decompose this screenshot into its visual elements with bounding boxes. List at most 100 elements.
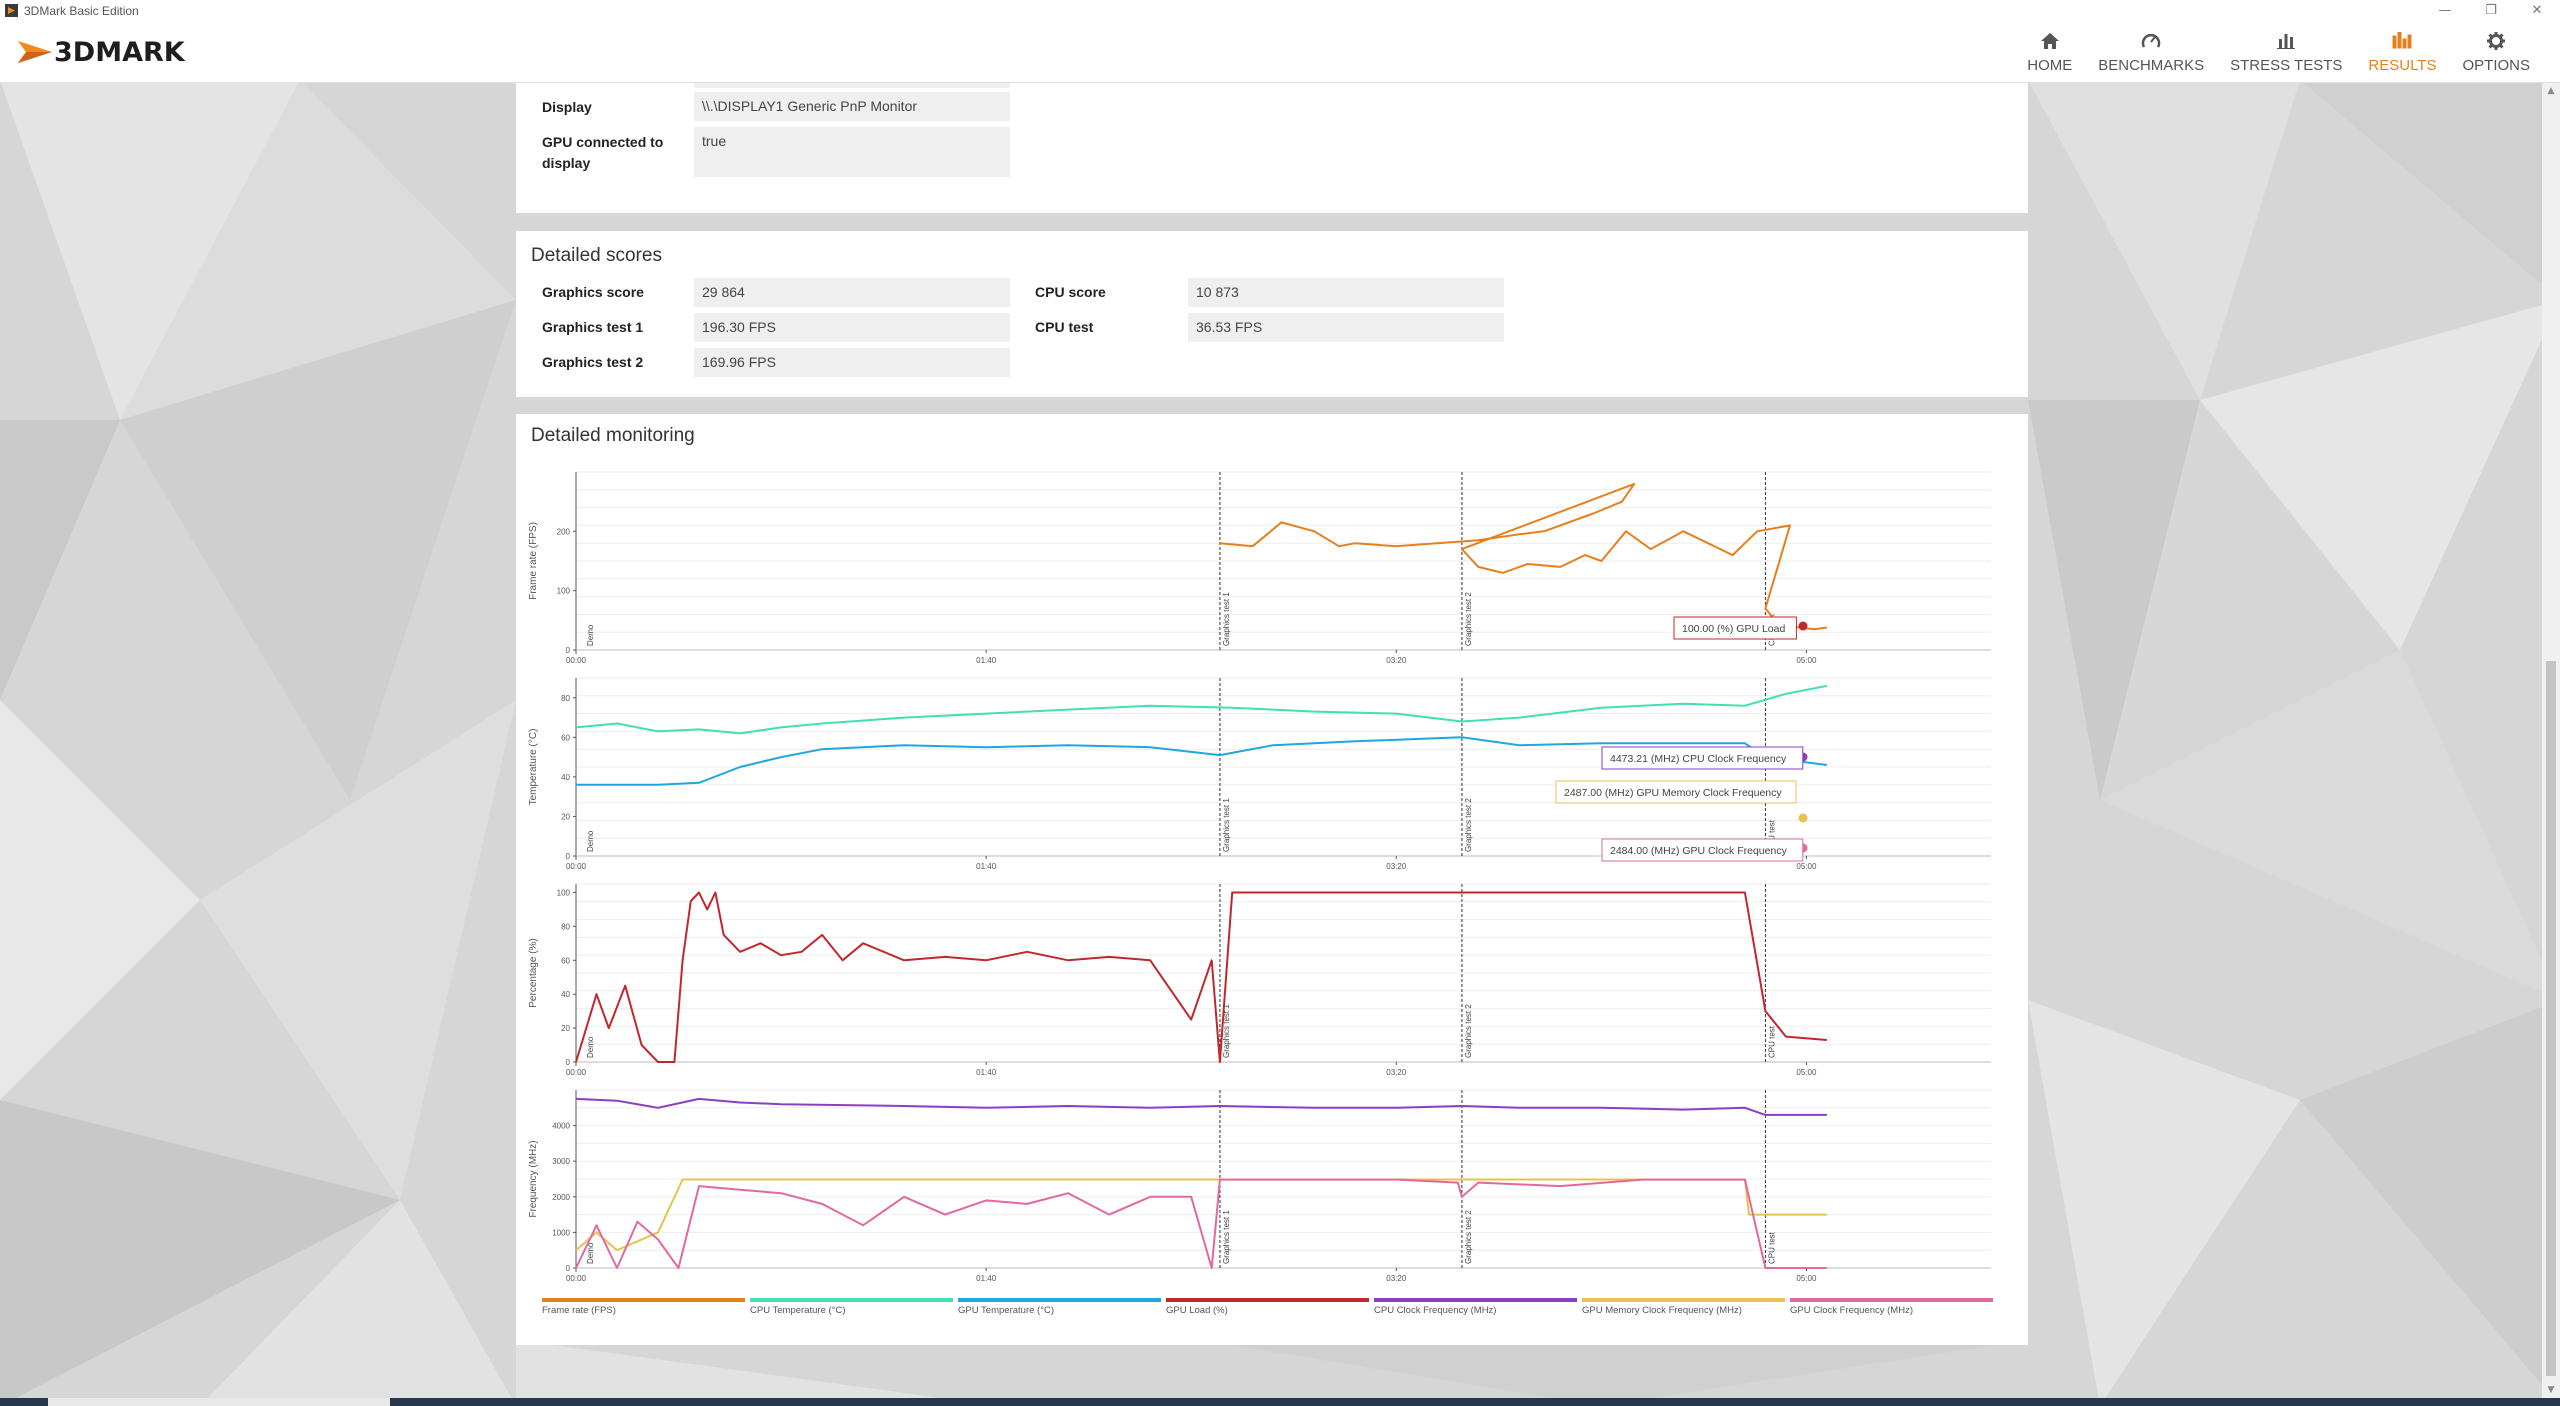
series-line: [575, 891, 1827, 1063]
graphics-test2-label: Graphics test 2: [542, 354, 644, 370]
x-tick-label: 00:00: [566, 1068, 587, 1077]
series-line: [575, 684, 1828, 735]
detailed-scores-title: Detailed scores: [531, 245, 662, 266]
test-marker-label: Demo: [586, 624, 595, 646]
results-icon: [2391, 31, 2413, 51]
legend-swatch: [542, 1298, 745, 1302]
home-icon: [2039, 31, 2061, 51]
y-axis-label: Frame rate (FPS): [528, 522, 539, 600]
test-marker-label: Graphics test 1: [1222, 592, 1231, 646]
gear-icon: [2485, 31, 2507, 51]
previous-field-value: [694, 83, 1010, 88]
x-tick-label: 05:00: [1796, 1068, 1817, 1077]
y-tick-label: 1000: [552, 1228, 570, 1237]
y-axis-label: Frequency (MHz): [528, 1140, 539, 1217]
value-tooltip: [1601, 746, 1804, 770]
graphics-test1-value: 196.30 FPS: [694, 313, 1010, 342]
gpu-connected-label: GPU connected to display: [542, 134, 664, 171]
value-tooltip: [1673, 616, 1797, 640]
x-tick-label: 05:00: [1796, 862, 1817, 871]
display-label: Display: [542, 99, 592, 115]
scroll-up-arrow-icon[interactable]: ▲: [2547, 86, 2555, 96]
cpu-test-label: CPU test: [1035, 319, 1094, 335]
legend-swatch: [1166, 1298, 1369, 1302]
value-tooltip: [1601, 838, 1804, 862]
y-axis-label: Percentage (%): [528, 938, 539, 1007]
y-tick-label: 40: [561, 773, 570, 782]
test-marker-label: Demo: [586, 830, 595, 852]
test-marker-label: Graphics test 2: [1464, 1210, 1473, 1264]
value-tooltip-text: 2484.00 (MHz) GPU Clock Frequency: [1610, 845, 1788, 857]
y-tick-label: 40: [561, 990, 570, 999]
graphics-test2-value: 169.96 FPS: [694, 348, 1010, 377]
vertical-scrollbar[interactable]: ▲ ▼: [2542, 83, 2560, 1398]
legend-label: CPU Clock Frequency (MHz): [1374, 1305, 1496, 1316]
y-tick-label: 4000: [552, 1122, 570, 1131]
x-tick-label: 00:00: [566, 1274, 587, 1283]
x-tick-label: 00:00: [566, 862, 587, 871]
nav-home-label: HOME: [2027, 56, 2073, 74]
graphics-test1-label: Graphics test 1: [542, 319, 644, 335]
nav-stress-tests-label: STRESS TESTS: [2230, 56, 2343, 74]
legend-label: GPU Temperature (°C): [958, 1305, 1054, 1316]
test-marker-label: Graphics test 1: [1222, 798, 1231, 852]
display-value: \\.\DISPLAY1 Generic PnP Monitor: [694, 92, 1010, 121]
y-tick-label: 0: [566, 646, 571, 655]
x-tick-label: 01:40: [976, 656, 997, 665]
x-tick-label: 01:40: [976, 1068, 997, 1077]
gpu-connected-value: true: [694, 127, 1010, 177]
x-tick-label: 05:00: [1796, 1274, 1817, 1283]
logo-wordmark: 3DMARK: [54, 36, 185, 68]
nav-home[interactable]: HOME: [2014, 21, 2085, 83]
nav-results-label: RESULTS: [2368, 56, 2437, 74]
x-tick-label: 03:20: [1386, 862, 1407, 871]
series-line: [576, 736, 1828, 786]
legend-swatch: [750, 1298, 953, 1302]
test-marker-label: Demo: [586, 1036, 595, 1058]
y-tick-label: 100: [557, 888, 571, 897]
y-tick-label: 60: [561, 956, 570, 965]
x-tick-label: 01:40: [976, 1274, 997, 1283]
scroll-down-arrow-icon[interactable]: ▼: [2547, 1385, 2555, 1395]
legend-swatch: [958, 1298, 1161, 1302]
cpu-score-value: 10 873: [1188, 278, 1504, 307]
nav-options[interactable]: OPTIONS: [2449, 21, 2560, 83]
legend-label: GPU Memory Clock Frequency (MHz): [1582, 1305, 1742, 1316]
3dmark-logo[interactable]: 3DMARK: [18, 32, 185, 72]
window-titlebar: 3DMark Basic Edition — ❐ ✕: [0, 0, 2560, 21]
detailed-monitoring-title: Detailed monitoring: [531, 425, 695, 446]
detailed-scores-panel: Detailed scores Graphics score 29 864 Gr…: [516, 231, 2028, 397]
value-tooltip: [1555, 780, 1797, 804]
app-icon: [5, 4, 18, 17]
y-tick-label: 3000: [552, 1157, 570, 1166]
nav-benchmarks-label: BENCHMARKS: [2098, 56, 2205, 74]
x-tick-label: 01:40: [976, 862, 997, 871]
nav-results[interactable]: RESULTS: [2355, 21, 2449, 83]
test-marker-label: CPU test: [1767, 1025, 1776, 1058]
legend-swatch: [1790, 1298, 1993, 1302]
y-tick-label: 100: [557, 587, 571, 596]
legend-label: Frame rate (FPS): [542, 1305, 616, 1316]
detailed-monitoring-panel: Detailed monitoring 0 100 200 Frame rate (F…: [516, 414, 2028, 1345]
nav-benchmarks[interactable]: BENCHMARKS: [2085, 21, 2217, 83]
x-tick-label: 03:20: [1386, 1068, 1407, 1077]
logo-mark-icon: [18, 41, 52, 63]
nav-stress-tests[interactable]: STRESS TESTS: [2217, 21, 2355, 83]
top-navigation: 3DMARK HOME BENCHMARKS STRESS TESTS RESU…: [0, 21, 2560, 83]
test-marker-label: Graphics test 1: [1222, 1210, 1231, 1264]
restore-button[interactable]: ❐: [2485, 3, 2497, 18]
series-line: [575, 1178, 1827, 1269]
graphics-score-value: 29 864: [694, 278, 1010, 307]
y-tick-label: 0: [566, 1058, 571, 1067]
x-tick-label: 03:20: [1386, 656, 1407, 665]
series-line: [1219, 482, 1828, 631]
test-marker-label: Graphics test 2: [1464, 592, 1473, 646]
scrollbar-thumb[interactable]: [2546, 661, 2556, 1376]
y-tick-label: 0: [566, 1264, 571, 1273]
series-endpoint: [1798, 621, 1808, 631]
test-marker-label: CPU test: [1767, 1231, 1776, 1264]
close-button[interactable]: ✕: [2531, 3, 2543, 18]
minimize-button[interactable]: —: [2438, 3, 2452, 18]
series-line: [575, 1097, 1827, 1116]
